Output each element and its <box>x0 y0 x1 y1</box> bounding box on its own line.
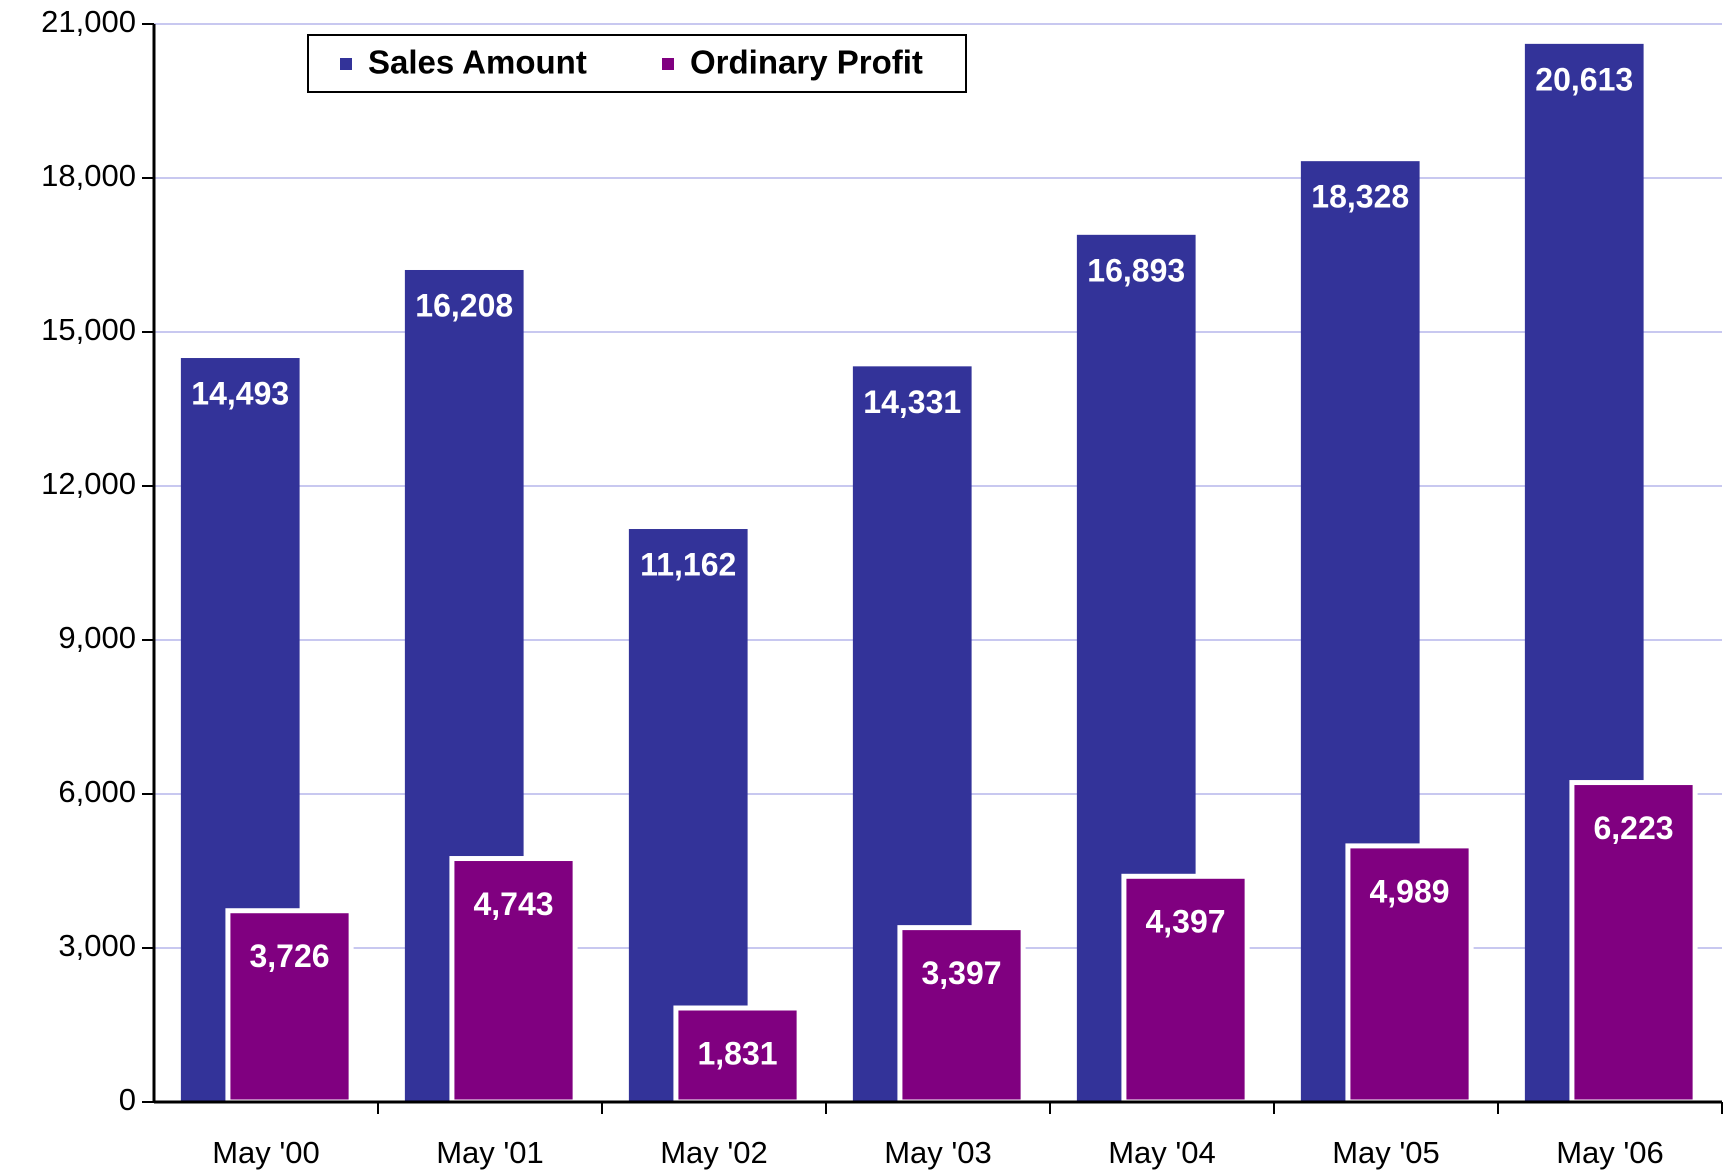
x-tick-label: May '04 <box>1108 1135 1216 1170</box>
value-label: 4,743 <box>473 886 553 922</box>
x-tick-label: May '06 <box>1556 1135 1664 1170</box>
x-tick-label: May '02 <box>660 1135 768 1170</box>
y-tick-label: 0 <box>119 1082 136 1117</box>
bar <box>1121 873 1250 1105</box>
legend: Sales Amount Ordinary Profit <box>307 34 967 93</box>
y-tick-label: 3,000 <box>58 928 136 963</box>
legend-label: Ordinary Profit <box>690 44 923 81</box>
bar <box>1569 780 1698 1105</box>
value-label: 1,831 <box>697 1035 777 1071</box>
x-tick-label: May '00 <box>212 1135 320 1170</box>
x-tick-label: May '01 <box>436 1135 544 1170</box>
x-tick-label: May '03 <box>884 1135 992 1170</box>
y-tick-label: 6,000 <box>58 774 136 809</box>
value-label: 6,223 <box>1593 810 1673 846</box>
legend-swatch <box>340 58 352 70</box>
legend-swatch <box>662 58 674 70</box>
value-label: 20,613 <box>1535 61 1633 97</box>
y-tick-label: 18,000 <box>41 158 136 193</box>
bar <box>225 908 354 1105</box>
legend-label: Sales Amount <box>368 44 587 81</box>
x-tick-label: May '05 <box>1332 1135 1440 1170</box>
value-label: 16,208 <box>415 287 513 323</box>
value-label: 14,493 <box>191 375 289 411</box>
value-label: 18,328 <box>1311 179 1409 215</box>
value-label: 3,397 <box>921 955 1001 991</box>
bar <box>897 925 1026 1105</box>
value-label: 11,162 <box>640 546 736 582</box>
value-label: 4,989 <box>1369 873 1449 909</box>
value-label: 14,331 <box>863 384 961 420</box>
value-label: 3,726 <box>249 938 329 974</box>
y-tick-label: 21,000 <box>41 4 136 39</box>
y-tick-label: 15,000 <box>41 312 136 347</box>
value-label: 4,397 <box>1145 904 1225 940</box>
value-label: 16,893 <box>1087 252 1185 288</box>
y-tick-label: 12,000 <box>41 466 136 501</box>
legend-box <box>307 34 967 93</box>
y-tick-label: 9,000 <box>58 620 136 655</box>
bar <box>673 1005 802 1105</box>
